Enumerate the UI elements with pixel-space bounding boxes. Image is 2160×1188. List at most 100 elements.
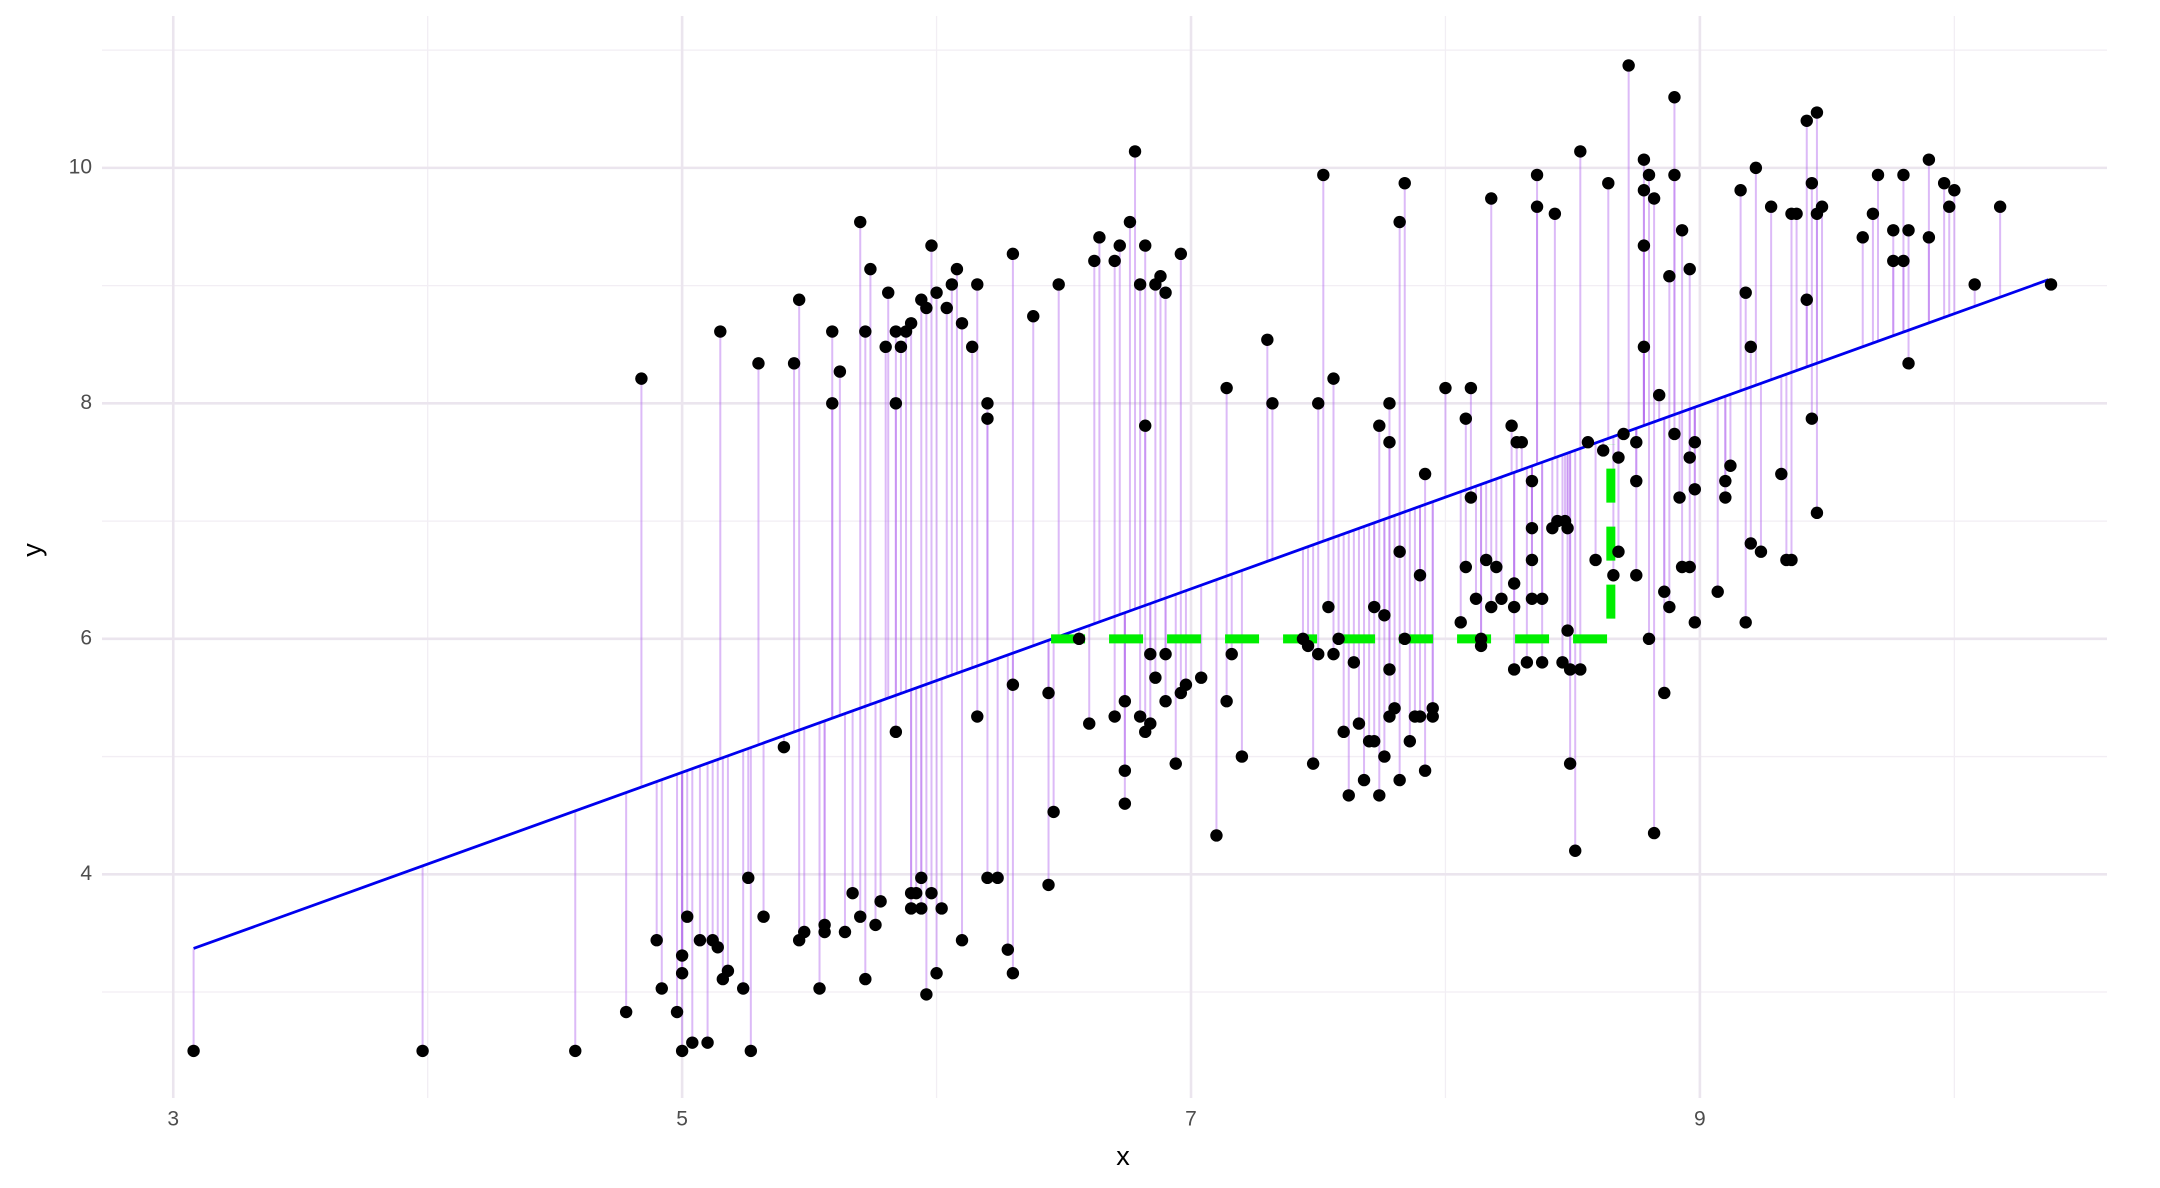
data-point	[945, 278, 959, 291]
data-point	[1530, 200, 1544, 213]
data-point	[1393, 545, 1406, 558]
data-point	[1607, 569, 1620, 582]
data-point	[798, 925, 811, 939]
data-point	[971, 278, 984, 291]
data-point	[1805, 176, 1819, 190]
data-point	[675, 1044, 689, 1058]
data-point	[1637, 340, 1651, 354]
data-point	[1902, 357, 1915, 370]
data-point	[1383, 663, 1396, 676]
data-point	[1393, 215, 1406, 229]
data-point	[1413, 710, 1427, 723]
data-point	[1220, 695, 1233, 708]
data-point	[1144, 647, 1157, 661]
data-point	[1306, 757, 1320, 770]
data-point	[1332, 632, 1345, 646]
data-point	[1373, 789, 1386, 802]
data-point	[1887, 224, 1900, 237]
data-point	[1948, 184, 1961, 197]
data-point	[894, 340, 908, 354]
data-point	[1612, 451, 1625, 464]
data-point	[1525, 592, 1539, 605]
data-point	[1398, 176, 1411, 190]
x-tick-label: 5	[676, 1108, 688, 1131]
data-point	[915, 871, 928, 885]
data-point	[187, 1044, 200, 1058]
data-point	[1673, 491, 1686, 504]
data-point	[675, 949, 689, 962]
data-point	[1093, 231, 1106, 244]
data-point	[940, 301, 953, 315]
data-point	[833, 365, 847, 378]
data-point	[955, 934, 969, 947]
data-point	[1225, 647, 1238, 661]
data-point	[1688, 483, 1702, 496]
data-point	[1744, 537, 1757, 550]
data-point	[813, 982, 826, 995]
data-point	[955, 317, 969, 330]
data-point	[1668, 427, 1681, 441]
data-point	[859, 325, 872, 338]
data-point	[1495, 592, 1508, 605]
data-point	[1652, 388, 1666, 402]
data-point	[2044, 278, 2058, 291]
data-point	[1118, 797, 1132, 810]
data-point	[1149, 671, 1162, 684]
data-point	[1108, 254, 1121, 268]
data-point	[1368, 735, 1381, 748]
y-tick-label: 4	[80, 862, 92, 885]
data-point	[1724, 459, 1737, 472]
data-point	[1589, 553, 1602, 567]
data-point	[777, 740, 791, 754]
data-point	[1574, 663, 1587, 676]
data-point	[1327, 647, 1340, 661]
data-point	[1739, 286, 1752, 299]
data-point	[991, 871, 1004, 885]
data-point	[854, 910, 867, 923]
y-tick-label: 6	[80, 626, 92, 649]
data-point	[1352, 717, 1366, 730]
data-point	[569, 1044, 582, 1058]
data-point	[1459, 412, 1473, 425]
data-point	[1154, 269, 1167, 283]
data-point	[1113, 239, 1126, 252]
data-point	[882, 286, 895, 299]
data-point	[1800, 114, 1813, 127]
data-point	[1647, 192, 1661, 205]
data-point	[1312, 397, 1325, 410]
data-point	[1810, 506, 1824, 520]
data-point	[1617, 427, 1630, 441]
data-point	[1515, 436, 1528, 449]
data-point	[1525, 474, 1539, 488]
data-point	[757, 910, 770, 923]
data-point	[1133, 278, 1147, 291]
data-point	[889, 325, 903, 338]
data-point	[920, 301, 933, 315]
data-point	[1507, 600, 1521, 614]
data-point	[1439, 381, 1452, 395]
data-point	[859, 972, 872, 986]
data-point	[1688, 616, 1702, 629]
data-point	[1159, 695, 1172, 708]
data-point	[1688, 436, 1702, 449]
data-point	[1871, 168, 1885, 182]
data-point	[742, 871, 755, 885]
data-point	[1642, 168, 1656, 182]
data-point	[854, 215, 867, 229]
data-point	[1464, 491, 1478, 504]
data-point	[1563, 757, 1577, 770]
data-point	[1937, 176, 1951, 190]
data-point	[1042, 878, 1055, 892]
data-point	[1383, 436, 1396, 449]
data-point	[1922, 231, 1936, 244]
data-point	[1744, 340, 1757, 354]
data-point	[686, 1036, 699, 1049]
data-point	[1561, 521, 1574, 535]
data-point	[1413, 569, 1427, 582]
data-point	[1630, 436, 1643, 449]
data-point	[1630, 569, 1643, 582]
data-point	[1754, 545, 1768, 558]
data-point	[1383, 397, 1396, 410]
data-point	[1711, 585, 1724, 598]
